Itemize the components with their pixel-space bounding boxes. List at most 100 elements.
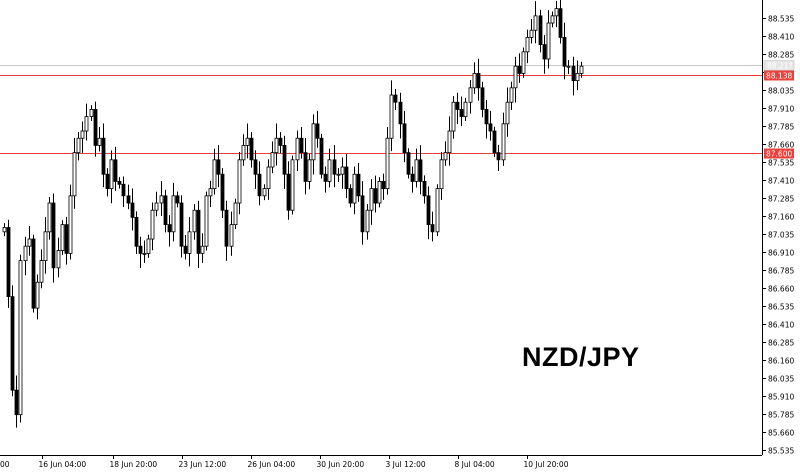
candle-body	[517, 65, 522, 74]
candle-body	[23, 245, 28, 262]
candle-body	[159, 195, 164, 204]
candle-body	[340, 166, 345, 175]
y-tick-label: 86.160	[768, 357, 794, 366]
candle-body	[509, 87, 514, 103]
candle-body	[513, 65, 518, 89]
level-label: 87.600	[766, 150, 792, 159]
candle-body	[348, 188, 353, 204]
candle-body	[546, 22, 551, 60]
candle-body	[336, 173, 341, 176]
candle-body	[365, 209, 370, 233]
candle-body	[282, 145, 287, 175]
candle-body	[439, 159, 444, 190]
candle-body	[459, 109, 464, 118]
candle-body	[192, 209, 197, 233]
candle-body	[84, 116, 89, 132]
y-tick-label: 87.285	[768, 195, 794, 204]
candle-body	[529, 29, 534, 38]
y-tick-label: 86.410	[768, 321, 794, 330]
candle-body	[323, 173, 328, 182]
candle-body	[109, 159, 114, 190]
candle-body	[332, 159, 337, 175]
candle-body	[105, 173, 110, 190]
candle-body	[414, 159, 419, 182]
candle-body	[154, 202, 159, 211]
level-tag	[764, 70, 794, 81]
candle-body	[204, 195, 209, 247]
y-tick-label: 86.035	[768, 375, 794, 384]
y-tick-label: 85.910	[768, 393, 794, 402]
candle-body	[385, 137, 390, 190]
y-tick-label: 87.785	[768, 123, 794, 132]
candle-body	[426, 195, 431, 226]
candle-body	[72, 152, 77, 197]
candle-body	[262, 188, 267, 197]
candle-body	[525, 37, 530, 53]
candle-body	[216, 159, 221, 175]
x-tick-label: 10 Jul 20:00	[524, 460, 569, 469]
candle-body	[496, 152, 501, 161]
candle-body	[521, 51, 526, 74]
candle-body	[130, 202, 135, 218]
y-tick-label: 86.660	[768, 285, 794, 294]
candle-body	[220, 173, 225, 211]
candle-body	[266, 166, 271, 190]
candle-body	[68, 195, 73, 254]
candle-body	[51, 202, 56, 269]
candle-body	[167, 224, 172, 233]
y-tick-label: 85.785	[768, 411, 794, 420]
y-tick-label: 87.410	[768, 177, 794, 186]
candle-body	[245, 137, 250, 146]
candle-body	[270, 152, 275, 168]
candle-body	[117, 181, 122, 185]
candle-body	[463, 101, 468, 118]
candle-body	[31, 238, 36, 309]
candle-body	[286, 173, 291, 211]
candle-body	[126, 195, 131, 204]
candle-body	[47, 202, 52, 233]
candle-body	[430, 224, 435, 233]
candle-body	[443, 152, 448, 161]
candle-body	[121, 183, 126, 197]
candle-body	[183, 245, 188, 254]
y-tick-label: 86.285	[768, 339, 794, 348]
candle-body	[138, 245, 143, 254]
candle-body	[542, 44, 547, 60]
candle-body	[278, 137, 283, 146]
candle-body	[93, 109, 98, 146]
candle-body	[179, 202, 184, 247]
candle-body	[422, 181, 427, 197]
candle-body	[410, 173, 415, 182]
candle-body	[233, 202, 238, 226]
y-tick-label: 88.035	[768, 87, 794, 96]
candle-body	[505, 101, 510, 125]
candle-body	[369, 188, 374, 211]
candle-body	[299, 137, 304, 154]
candle-body	[533, 15, 538, 31]
candle-body	[447, 130, 452, 154]
candle-body	[35, 281, 40, 309]
candle-body	[472, 73, 477, 89]
candle-body	[303, 152, 308, 182]
level-tag	[764, 148, 794, 159]
candle-body	[344, 166, 349, 190]
symbol-label: NZD/JPY	[522, 342, 640, 372]
candle-body	[56, 250, 61, 269]
candle-body	[480, 87, 485, 110]
x-tick-label: 30 Jun 20:00	[317, 460, 365, 469]
candle-body	[39, 260, 44, 283]
candle-body	[352, 173, 357, 204]
candle-body	[208, 188, 213, 197]
candle-body	[307, 159, 312, 182]
candle-body	[468, 87, 473, 103]
candle-body	[558, 8, 563, 38]
candle-body	[393, 94, 398, 103]
x-tick-label: 26 Jun 04:00	[248, 460, 296, 469]
y-tick-label: 86.910	[768, 249, 794, 258]
candle-body	[134, 217, 139, 247]
candle-body	[76, 137, 81, 154]
candle-body	[212, 159, 217, 190]
candle-body	[27, 238, 32, 247]
candle-body	[455, 101, 460, 110]
candle-body	[295, 137, 300, 161]
